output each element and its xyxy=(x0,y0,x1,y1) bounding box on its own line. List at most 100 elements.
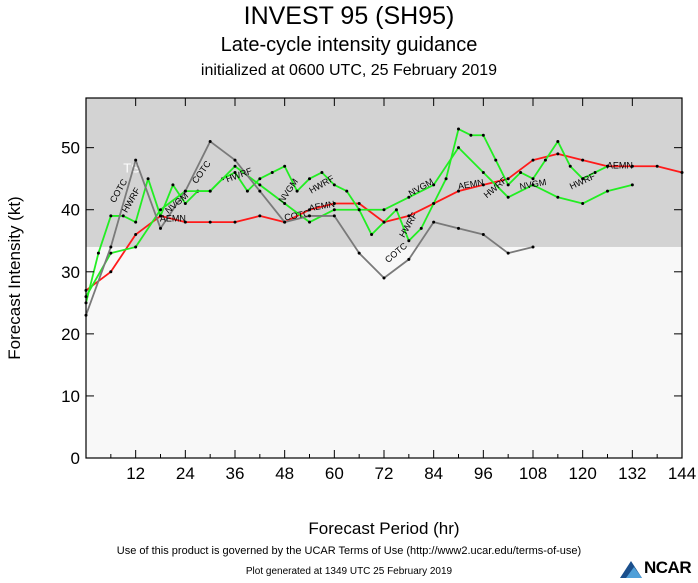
data-point-hwrf xyxy=(394,208,398,212)
data-point-cotc xyxy=(258,189,262,193)
data-point-aemn xyxy=(233,220,237,224)
data-point-cotc xyxy=(432,220,436,224)
x-tick-label: 72 xyxy=(375,464,394,483)
data-point-aemn xyxy=(357,202,361,206)
chart-subtitle: Late-cycle intensity guidance xyxy=(220,34,478,56)
data-point-cotc xyxy=(183,189,187,193)
data-point-nvgm xyxy=(630,183,634,187)
data-point-hwrf xyxy=(382,220,386,224)
series-label-aemn: AEMN xyxy=(607,161,633,171)
data-point-hwrf xyxy=(481,133,485,137)
data-point-nvgm xyxy=(357,208,361,212)
data-point-aemn xyxy=(109,270,113,274)
x-tick-label: 48 xyxy=(275,464,294,483)
data-point-hwrf xyxy=(457,127,460,131)
data-point-nvgm xyxy=(109,251,113,255)
data-point-nvgm xyxy=(457,146,460,150)
data-point-nvgm xyxy=(283,202,287,206)
data-point-hwrf xyxy=(506,183,510,187)
data-point-aemn xyxy=(481,183,485,187)
initialization-time: initialized at 0600 UTC, 25 February 201… xyxy=(200,62,498,79)
data-point-hwrf xyxy=(469,133,473,137)
data-point-aemn xyxy=(258,214,262,218)
y-axis-label: Forecast Intensity (kt) xyxy=(5,196,24,359)
x-tick-label: 24 xyxy=(176,464,195,483)
x-tick-label: 144 xyxy=(668,464,696,483)
x-tick-label: 84 xyxy=(424,464,443,483)
data-point-hwrf xyxy=(332,183,336,187)
data-point-hwrf xyxy=(407,239,411,243)
series-label-aemn: AEMN xyxy=(457,177,484,191)
data-point-nvgm xyxy=(134,245,138,249)
data-point-cotc xyxy=(407,257,411,261)
data-point-cotc xyxy=(159,226,162,230)
data-point-hwrf xyxy=(109,214,113,218)
data-point-hwrf xyxy=(171,183,175,187)
x-tick-label: 120 xyxy=(568,464,596,483)
data-point-hwrf xyxy=(593,170,597,174)
data-point-cotc xyxy=(357,251,361,255)
axis-layer: 0 10 20 30 40 50 12 24 36 48 60 72 84 96 108 120 132 144 xyxy=(61,98,696,483)
data-point-hwrf xyxy=(295,189,299,193)
data-point-nvgm xyxy=(407,195,411,199)
data-point-hwrf xyxy=(568,164,572,168)
x-axis-label: Forecast Period (hr) xyxy=(308,519,459,538)
data-point-nvgm xyxy=(432,183,436,187)
data-point-aemn xyxy=(208,220,212,224)
series-label-nvgm: NVGM xyxy=(519,177,547,192)
data-point-hwrf xyxy=(556,139,560,143)
x-tick-label: 60 xyxy=(325,464,344,483)
data-point-aemn xyxy=(332,202,336,206)
y-tick-label: 50 xyxy=(61,139,80,158)
x-tick-label: 96 xyxy=(474,464,493,483)
data-point-cotc xyxy=(457,226,460,230)
data-point-nvgm xyxy=(382,208,386,212)
data-point-nvgm xyxy=(506,195,510,199)
data-point-hwrf xyxy=(419,226,423,230)
data-point-hwrf xyxy=(270,170,274,174)
data-point-nvgm xyxy=(606,189,609,193)
data-point-hwrf xyxy=(308,177,311,181)
x-tick-label: 132 xyxy=(618,464,646,483)
data-point-hwrf xyxy=(233,170,237,174)
data-point-nvgm xyxy=(208,189,212,193)
data-point-hwrf xyxy=(320,170,324,174)
data-point-hwrf xyxy=(606,164,609,168)
ncar-logo: NCAR xyxy=(620,558,696,578)
ncar-logo-icon xyxy=(620,561,642,578)
data-point-nvgm xyxy=(581,202,585,206)
data-point-hwrf xyxy=(159,214,162,218)
data-point-hwrf xyxy=(444,177,448,181)
terms-of-use-notice: Use of this product is governed by the U… xyxy=(116,545,582,557)
data-point-hwrf xyxy=(370,233,374,237)
plot-generated-timestamp: Plot generated at 1349 UTC 25 February 2… xyxy=(245,566,453,577)
data-point-hwrf xyxy=(519,170,523,174)
data-point-hwrf xyxy=(183,202,187,206)
data-point-nvgm xyxy=(308,220,311,224)
data-point-cotc xyxy=(233,158,237,162)
data-point-nvgm xyxy=(481,170,485,174)
series-label-aemn: AEMN xyxy=(308,199,335,213)
data-point-aemn xyxy=(407,214,411,218)
data-point-nvgm xyxy=(556,195,560,199)
data-point-hwrf xyxy=(121,214,125,218)
data-point-aemn xyxy=(630,164,634,168)
data-point-nvgm xyxy=(332,208,336,212)
data-point-hwrf xyxy=(531,177,535,181)
data-point-aemn xyxy=(183,220,187,224)
data-point-hwrf xyxy=(432,202,436,206)
data-point-cotc xyxy=(531,245,535,249)
series-layer xyxy=(84,127,684,317)
data-point-nvgm xyxy=(258,183,262,187)
x-tick-label: 108 xyxy=(519,464,547,483)
data-point-hwrf xyxy=(283,164,287,168)
data-point-hwrf xyxy=(245,189,249,193)
data-point-cotc xyxy=(481,233,485,237)
y-tick-label: 30 xyxy=(61,263,80,282)
data-point-hwrf xyxy=(134,220,138,224)
series-label-aemn: AEMN xyxy=(160,213,186,223)
data-point-hwrf xyxy=(96,251,100,255)
data-point-aemn xyxy=(457,189,460,193)
data-point-hwrf xyxy=(146,177,150,181)
